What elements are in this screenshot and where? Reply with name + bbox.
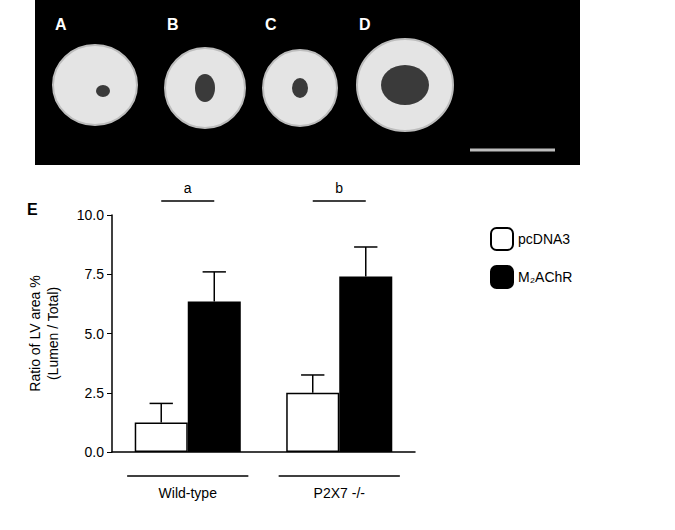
svg-text:Wild-type: Wild-type bbox=[159, 485, 218, 501]
svg-text:D: D bbox=[359, 16, 371, 33]
svg-text:B: B bbox=[167, 16, 179, 33]
svg-text:pcDNA3: pcDNA3 bbox=[518, 231, 570, 247]
svg-text:2.5: 2.5 bbox=[85, 385, 105, 401]
svg-text:C: C bbox=[265, 16, 277, 33]
svg-text:A: A bbox=[55, 16, 67, 33]
svg-text:M₂AChR: M₂AChR bbox=[518, 269, 572, 285]
svg-text:b: b bbox=[335, 180, 343, 196]
svg-text:E: E bbox=[27, 201, 38, 218]
svg-text:5.0: 5.0 bbox=[85, 326, 105, 342]
svg-text:a: a bbox=[184, 180, 192, 196]
svg-text:P2X7 -/-: P2X7 -/- bbox=[314, 485, 366, 501]
svg-text:Ratio of LV area %: Ratio of LV area % bbox=[27, 275, 43, 391]
svg-text:10.0: 10.0 bbox=[77, 207, 104, 223]
svg-text:0.0: 0.0 bbox=[85, 444, 105, 460]
svg-text:(Lumen / Total): (Lumen / Total) bbox=[45, 287, 61, 380]
svg-text:7.5: 7.5 bbox=[85, 266, 105, 282]
